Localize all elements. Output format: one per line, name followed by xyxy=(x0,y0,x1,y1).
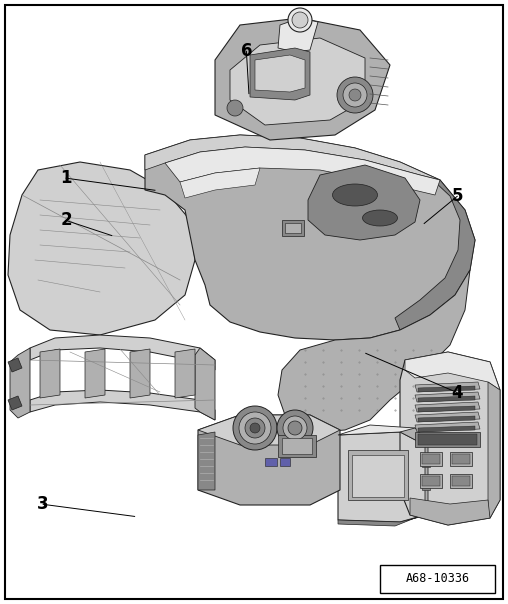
Polygon shape xyxy=(308,165,420,240)
Polygon shape xyxy=(400,352,500,525)
Polygon shape xyxy=(278,270,470,432)
Bar xyxy=(282,220,304,236)
Polygon shape xyxy=(165,147,440,195)
Bar xyxy=(380,565,495,593)
Bar xyxy=(422,478,430,490)
Polygon shape xyxy=(8,358,22,372)
Bar xyxy=(415,432,480,447)
Text: 1: 1 xyxy=(60,169,72,187)
Circle shape xyxy=(277,410,313,446)
Polygon shape xyxy=(418,396,475,402)
Circle shape xyxy=(349,89,361,101)
Bar xyxy=(450,452,472,466)
Bar xyxy=(352,455,404,497)
Polygon shape xyxy=(230,38,365,125)
Bar xyxy=(280,458,290,466)
Bar xyxy=(265,458,277,466)
Polygon shape xyxy=(255,55,305,92)
Bar xyxy=(282,438,312,454)
Polygon shape xyxy=(395,180,475,330)
Circle shape xyxy=(288,8,312,32)
Text: A68-10336: A68-10336 xyxy=(405,573,469,585)
Circle shape xyxy=(250,423,260,433)
Polygon shape xyxy=(10,348,30,418)
Ellipse shape xyxy=(363,210,397,226)
Polygon shape xyxy=(40,349,60,398)
Polygon shape xyxy=(415,412,480,422)
Ellipse shape xyxy=(333,184,377,206)
Polygon shape xyxy=(415,402,480,412)
Text: 6: 6 xyxy=(241,42,252,60)
Circle shape xyxy=(337,77,373,113)
Polygon shape xyxy=(85,349,105,398)
Polygon shape xyxy=(278,18,318,52)
Bar xyxy=(422,454,440,464)
Polygon shape xyxy=(8,162,195,335)
Polygon shape xyxy=(198,415,340,445)
Polygon shape xyxy=(180,168,260,198)
Circle shape xyxy=(233,406,277,450)
Polygon shape xyxy=(215,18,390,140)
Polygon shape xyxy=(195,348,215,420)
Polygon shape xyxy=(8,396,22,410)
Bar xyxy=(278,435,316,457)
Polygon shape xyxy=(418,426,475,432)
Polygon shape xyxy=(488,382,500,518)
Polygon shape xyxy=(418,416,475,422)
Polygon shape xyxy=(410,498,490,525)
Polygon shape xyxy=(415,422,480,432)
Circle shape xyxy=(283,416,307,440)
Text: 2: 2 xyxy=(60,211,72,230)
Circle shape xyxy=(245,418,265,438)
Polygon shape xyxy=(338,432,425,522)
Polygon shape xyxy=(338,515,428,526)
Bar xyxy=(452,454,470,464)
Circle shape xyxy=(288,421,302,435)
Bar xyxy=(422,455,430,467)
Polygon shape xyxy=(415,392,480,402)
Text: 3: 3 xyxy=(38,495,49,513)
Polygon shape xyxy=(198,432,215,490)
Polygon shape xyxy=(30,335,215,370)
Circle shape xyxy=(239,412,271,444)
Polygon shape xyxy=(198,415,340,505)
Bar xyxy=(418,434,477,445)
Polygon shape xyxy=(405,352,500,390)
Polygon shape xyxy=(418,406,475,412)
Polygon shape xyxy=(175,349,195,398)
Polygon shape xyxy=(418,386,475,392)
Circle shape xyxy=(292,12,308,28)
Polygon shape xyxy=(145,135,440,180)
Bar xyxy=(348,450,408,500)
Bar xyxy=(452,476,470,486)
Bar xyxy=(285,223,301,233)
Polygon shape xyxy=(400,428,428,515)
Circle shape xyxy=(343,83,367,107)
Bar xyxy=(422,476,440,486)
Bar xyxy=(420,452,442,466)
Polygon shape xyxy=(30,390,215,420)
Polygon shape xyxy=(130,349,150,398)
Circle shape xyxy=(227,100,243,116)
Polygon shape xyxy=(145,135,475,340)
Polygon shape xyxy=(338,425,425,445)
Polygon shape xyxy=(250,48,310,100)
Bar xyxy=(450,474,472,488)
Polygon shape xyxy=(415,382,480,392)
Text: 5: 5 xyxy=(452,187,463,205)
Bar xyxy=(420,474,442,488)
Text: 4: 4 xyxy=(452,384,463,402)
